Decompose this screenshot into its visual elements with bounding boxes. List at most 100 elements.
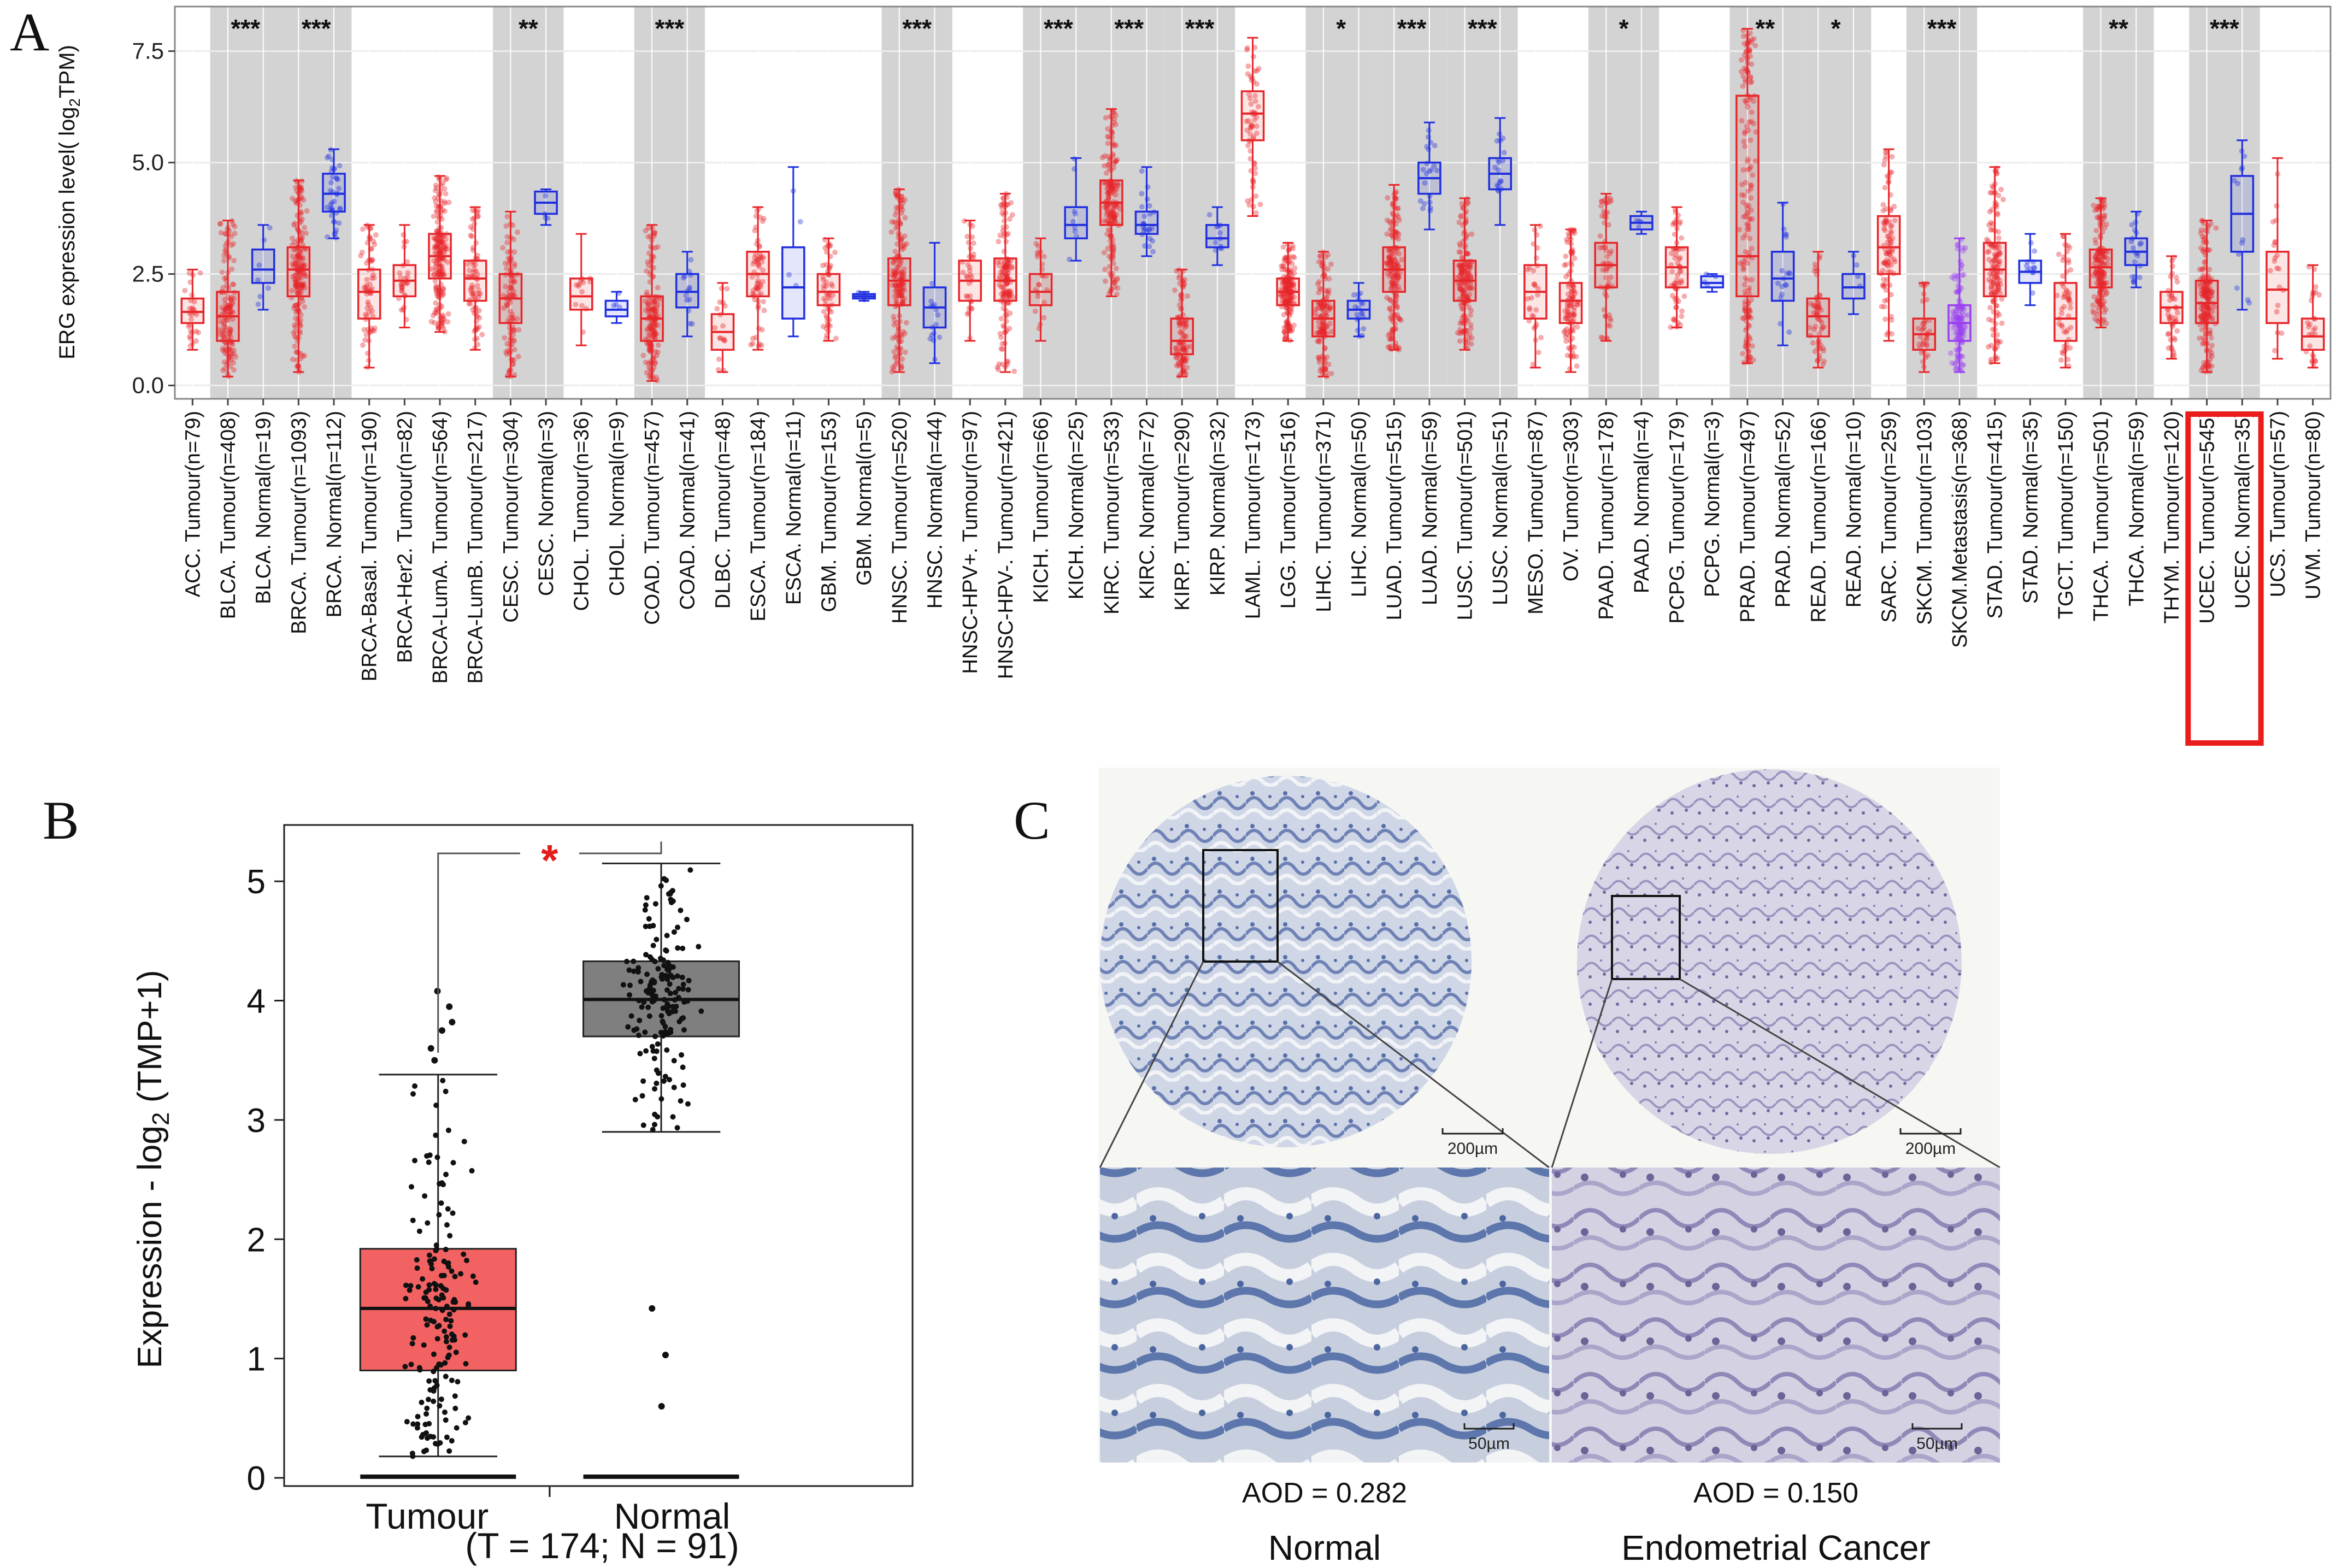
data-point — [445, 259, 451, 265]
data-point — [299, 284, 305, 290]
data-point — [398, 281, 404, 287]
data-point — [462, 1419, 468, 1425]
data-point — [292, 283, 298, 289]
data-point — [501, 293, 507, 299]
data-point — [291, 330, 297, 336]
data-point — [579, 303, 585, 309]
data-point — [291, 222, 297, 228]
data-point — [1607, 195, 1613, 201]
data-point — [2103, 320, 2109, 326]
data-point — [434, 306, 440, 312]
data-point — [443, 246, 449, 252]
data-point — [437, 263, 443, 269]
data-point — [189, 312, 195, 318]
box — [1028, 273, 1053, 306]
data-point — [440, 273, 446, 279]
category-label: LUSC. Tumour(n=501) — [1454, 411, 1477, 620]
data-point — [423, 1411, 429, 1417]
data-point — [507, 293, 513, 299]
significance-label: *** — [1044, 14, 1073, 43]
data-point — [655, 349, 661, 355]
box — [2088, 248, 2113, 288]
data-point — [333, 175, 339, 181]
data-point — [434, 250, 440, 256]
data-point — [449, 1438, 455, 1444]
data-point — [438, 272, 444, 278]
boxplot-31 — [1276, 241, 1300, 344]
data-point — [221, 335, 227, 341]
data-point — [372, 241, 378, 247]
data-point — [302, 262, 308, 268]
data-point — [222, 248, 228, 254]
data-point — [227, 304, 233, 310]
data-point — [435, 244, 441, 250]
data-point — [468, 287, 474, 293]
data-point — [1535, 350, 1541, 356]
data-point — [290, 274, 296, 280]
data-point — [2168, 337, 2174, 343]
data-point — [2091, 294, 2097, 300]
data-point — [645, 262, 651, 268]
data-point — [336, 220, 342, 226]
data-point — [889, 219, 895, 225]
data-point — [297, 249, 303, 255]
data-point — [1740, 33, 1746, 39]
data-point — [434, 1365, 440, 1371]
data-point — [579, 288, 585, 294]
data-point — [1041, 254, 1047, 260]
data-point — [227, 329, 233, 335]
data-point — [443, 1088, 449, 1094]
data-point — [1244, 46, 1250, 52]
data-point — [438, 1283, 444, 1289]
data-point — [2272, 347, 2278, 353]
data-point — [295, 284, 301, 290]
data-point — [335, 176, 341, 182]
data-point — [360, 342, 366, 348]
data-point — [1113, 158, 1119, 164]
data-point — [475, 214, 481, 220]
data-point — [228, 233, 234, 239]
data-point — [292, 261, 298, 267]
data-point — [442, 186, 448, 192]
data-point — [289, 235, 295, 241]
data-point — [446, 1448, 452, 1454]
data-point — [432, 195, 438, 201]
data-point — [1786, 329, 1792, 335]
data-point — [188, 316, 194, 322]
data-point — [438, 269, 444, 275]
boxplot-48 — [1876, 148, 1901, 342]
data-point — [197, 270, 203, 276]
data-point — [2174, 328, 2180, 334]
data-point — [295, 252, 301, 258]
box — [463, 260, 487, 302]
data-point — [472, 221, 478, 227]
data-point — [1421, 201, 1427, 207]
data-point — [1392, 190, 1398, 196]
category-label: BLCA. Normal(n=19) — [252, 411, 275, 604]
data-point — [423, 1316, 429, 1322]
box — [1134, 210, 1159, 235]
data-point — [298, 249, 304, 255]
data-point — [221, 275, 227, 281]
data-point — [471, 215, 477, 221]
data-point — [1740, 351, 1746, 357]
data-point — [511, 288, 517, 294]
data-point — [475, 208, 481, 214]
data-point — [298, 270, 304, 276]
data-point — [297, 257, 303, 263]
data-point — [2058, 357, 2064, 363]
data-point — [1925, 352, 1931, 358]
data-point — [434, 240, 440, 246]
data-point — [220, 332, 226, 338]
category-label: BRCA-LumA. Tumour(n=564) — [429, 411, 452, 683]
data-point — [301, 282, 307, 288]
data-point — [443, 237, 449, 243]
data-point — [1427, 208, 1433, 214]
data-point — [1468, 308, 1474, 314]
data-point — [228, 302, 234, 308]
data-point — [821, 309, 827, 315]
data-point — [1172, 287, 1178, 293]
category-label: BRCA. Tumour(n=1093) — [287, 411, 310, 634]
data-point — [443, 1374, 449, 1380]
data-point — [1002, 324, 1008, 330]
